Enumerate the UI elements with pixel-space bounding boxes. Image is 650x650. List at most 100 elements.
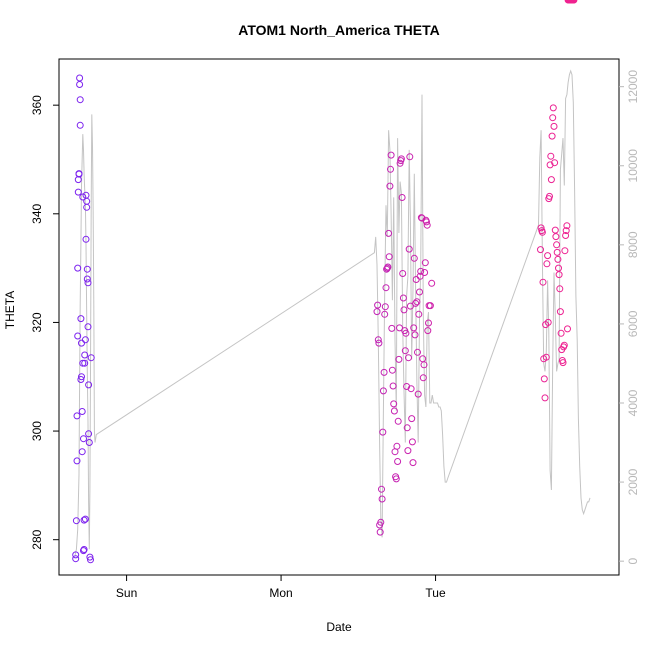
y-tick-label-left: 360	[30, 95, 44, 115]
scatter-point	[537, 224, 545, 232]
scatter-point	[562, 227, 570, 235]
scatter-point	[72, 517, 80, 525]
scatter-point	[420, 361, 428, 369]
scatter-point	[555, 271, 563, 279]
scatter-point	[405, 245, 413, 253]
scatter-point	[399, 270, 407, 277]
scatter-point	[562, 232, 570, 239]
scatter-point	[390, 407, 398, 415]
scatter-point	[79, 359, 87, 367]
scatter-point	[542, 353, 550, 361]
scatter-point	[412, 299, 420, 307]
scatter-point	[86, 553, 94, 561]
scatter-point	[547, 152, 555, 160]
scatter-point	[547, 176, 555, 184]
scatter-point	[540, 375, 548, 383]
scatter-point	[423, 218, 430, 226]
y-tick-label-left: 300	[30, 421, 44, 441]
scatter-point	[563, 222, 571, 230]
scatter-point	[548, 132, 556, 140]
scatter-point	[554, 255, 562, 263]
scatter-point	[541, 394, 549, 402]
scatter-point	[394, 458, 402, 465]
scatter-point	[385, 253, 393, 261]
y-tick-label-left: 320	[30, 312, 44, 332]
scatter-point	[406, 153, 414, 161]
scatter-point	[416, 272, 424, 280]
scatter-point	[87, 354, 95, 362]
scatter-point	[553, 241, 561, 249]
scatter-point	[378, 485, 385, 493]
y-tick-label-right: 4000	[626, 389, 640, 416]
y-tick-label-right: 6000	[626, 310, 640, 337]
scatter-point	[559, 359, 567, 367]
scatter-point	[76, 81, 84, 88]
scatter-point	[544, 318, 552, 326]
y-tick-label-right: 8000	[626, 231, 640, 258]
scatter-point	[553, 248, 561, 256]
y-tick-label-left: 280	[30, 529, 44, 549]
scatter-point	[549, 104, 557, 112]
scatter-point	[428, 279, 436, 287]
scatter-point	[85, 439, 93, 446]
scatter-point	[81, 515, 89, 523]
scatter-point	[77, 376, 85, 383]
scatter-point	[390, 400, 398, 408]
scatter-point	[426, 302, 434, 310]
scatter-point	[78, 373, 85, 381]
scatter-point	[388, 324, 396, 332]
scatter-point	[552, 233, 560, 241]
scatter-point	[417, 267, 425, 275]
scatter-point	[74, 264, 82, 272]
scatter-point	[83, 203, 91, 211]
scatter-point	[418, 214, 426, 222]
scatter-point	[421, 269, 429, 276]
scatter-point	[374, 301, 382, 309]
scatter-point	[381, 310, 389, 318]
plot-frame	[58, 58, 620, 576]
y-axis-right: 0 2000 4000 6000 8000 10000 12000	[619, 70, 640, 565]
scatter-point	[415, 310, 423, 318]
scatter-point	[73, 412, 81, 420]
scatter-point	[379, 387, 387, 395]
scatter-point	[570, 0, 578, 4]
scatter-point	[564, 325, 571, 333]
scatter-point	[80, 435, 87, 443]
x-axis: Sun Mon Tue	[116, 575, 446, 600]
scatter-point	[72, 555, 80, 563]
scatter-series	[72, 0, 578, 564]
scatter-point	[386, 182, 394, 190]
scatter-point	[405, 354, 412, 362]
scatter-point	[410, 324, 418, 332]
x-axis-label: Date	[326, 620, 352, 634]
scatter-point	[77, 315, 85, 323]
scatter-point	[408, 415, 416, 423]
scatter-point	[375, 339, 383, 347]
scatter-point	[425, 319, 432, 327]
scatter-point	[407, 385, 415, 393]
scatter-point	[380, 368, 388, 376]
scatter-point	[549, 114, 557, 122]
scatter-point	[544, 252, 552, 260]
scatter-point	[80, 516, 88, 524]
scatter-point	[538, 228, 546, 236]
scatter-point	[387, 165, 394, 173]
scatter-point	[409, 459, 417, 467]
line-series-path	[74, 69, 591, 556]
scatter-point	[424, 327, 432, 335]
scatter-point	[75, 170, 83, 178]
scatter-point	[85, 381, 93, 389]
scatter-point	[411, 331, 419, 339]
scatter-point	[81, 336, 89, 344]
scatter-point	[561, 247, 569, 255]
scatter-point	[80, 546, 88, 553]
scatter-point	[78, 408, 86, 415]
scatter-point	[402, 329, 410, 337]
scatter-point	[399, 294, 407, 302]
scatter-point	[550, 122, 558, 130]
scatter-point	[408, 438, 416, 446]
y-tick-label-right: 12000	[626, 70, 640, 104]
scatter-point	[384, 263, 392, 271]
scatter-point	[83, 197, 91, 205]
